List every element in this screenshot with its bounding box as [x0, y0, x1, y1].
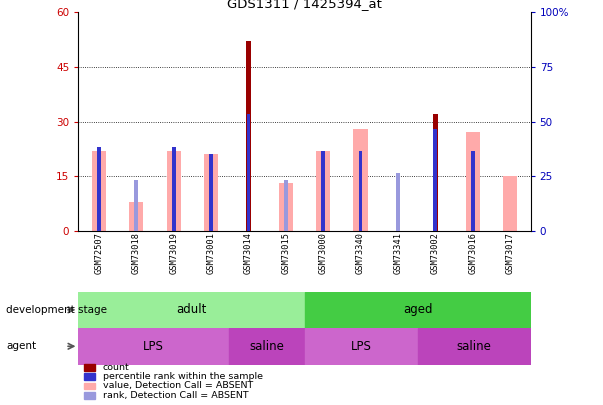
Text: development stage: development stage — [6, 305, 107, 315]
Bar — [129, 202, 144, 231]
Bar — [503, 176, 517, 231]
Bar — [305, 328, 417, 364]
Title: GDS1311 / 1425394_at: GDS1311 / 1425394_at — [227, 0, 382, 10]
Text: GSM73001: GSM73001 — [207, 232, 216, 274]
Text: GSM73017: GSM73017 — [505, 232, 514, 274]
Text: GSM73019: GSM73019 — [169, 232, 178, 274]
Bar — [78, 292, 305, 328]
Text: GSM73016: GSM73016 — [468, 232, 477, 274]
Bar — [247, 114, 250, 231]
Bar — [434, 129, 437, 231]
Bar — [209, 154, 213, 231]
Bar — [471, 151, 475, 231]
Text: LPS: LPS — [144, 340, 164, 353]
Text: value, Detection Call = ABSENT: value, Detection Call = ABSENT — [103, 382, 253, 390]
Bar — [417, 328, 531, 364]
Text: count: count — [103, 363, 129, 372]
Bar — [305, 292, 531, 328]
Bar — [316, 151, 330, 231]
Text: GSM73341: GSM73341 — [393, 232, 402, 274]
Bar — [134, 180, 138, 231]
Bar — [284, 180, 288, 231]
Text: adult: adult — [176, 303, 207, 316]
Bar — [321, 151, 325, 231]
Bar — [204, 154, 218, 231]
Text: LPS: LPS — [350, 340, 371, 353]
Bar — [97, 147, 101, 231]
Text: GSM73340: GSM73340 — [356, 232, 365, 274]
Text: agent: agent — [6, 341, 36, 351]
Text: saline: saline — [456, 340, 491, 353]
Bar — [166, 151, 181, 231]
Bar — [229, 328, 305, 364]
Text: aged: aged — [403, 303, 432, 316]
Text: GSM73018: GSM73018 — [132, 232, 141, 274]
Bar — [246, 41, 251, 231]
Bar — [466, 132, 480, 231]
Bar — [396, 173, 400, 231]
Text: GSM72507: GSM72507 — [95, 232, 104, 274]
Text: GSM73014: GSM73014 — [244, 232, 253, 274]
Bar — [92, 151, 106, 231]
Text: GSM73000: GSM73000 — [319, 232, 327, 274]
Text: GSM73002: GSM73002 — [431, 232, 440, 274]
Bar — [353, 129, 368, 231]
Bar — [172, 147, 175, 231]
Bar — [279, 183, 293, 231]
Bar — [433, 114, 438, 231]
Text: saline: saline — [250, 340, 284, 353]
Text: rank, Detection Call = ABSENT: rank, Detection Call = ABSENT — [103, 391, 248, 400]
Text: GSM73015: GSM73015 — [282, 232, 290, 274]
Text: percentile rank within the sample: percentile rank within the sample — [103, 372, 262, 381]
Bar — [359, 151, 362, 231]
Bar — [78, 328, 229, 364]
